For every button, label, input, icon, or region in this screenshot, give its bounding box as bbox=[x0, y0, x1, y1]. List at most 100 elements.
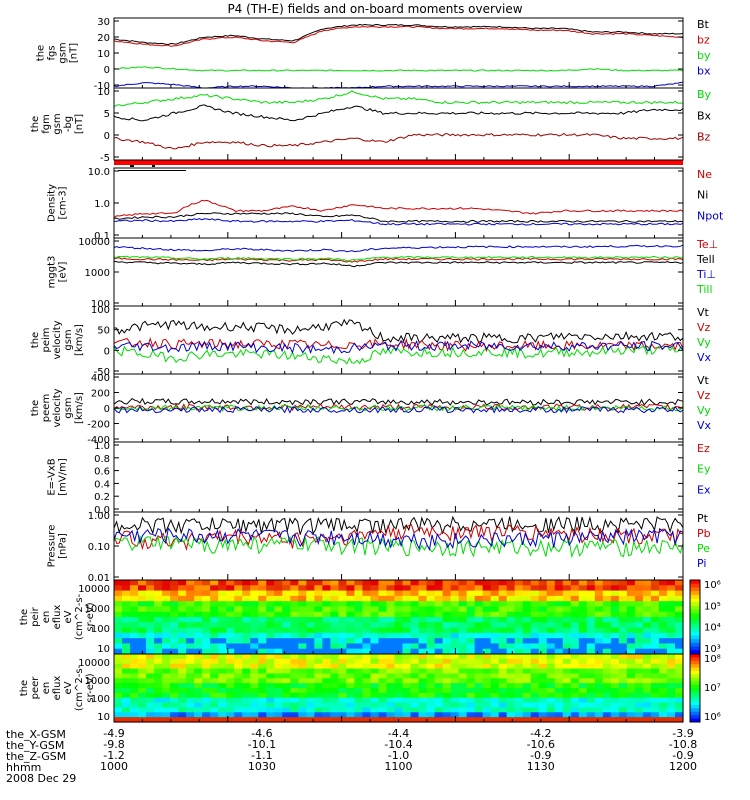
heat-cell bbox=[570, 688, 580, 694]
x-axis-value: -4.9 bbox=[103, 727, 124, 740]
heat-cell bbox=[242, 601, 251, 608]
heat-cell bbox=[186, 673, 195, 679]
heat-cell bbox=[506, 590, 516, 597]
colorbar-tick-label: 10⁷ bbox=[704, 683, 721, 694]
heat-cell bbox=[458, 632, 468, 639]
heat-cell bbox=[250, 617, 259, 623]
heat-cell bbox=[618, 688, 628, 694]
heat-cell bbox=[322, 632, 331, 639]
heat-cell bbox=[346, 590, 356, 597]
heat-cell bbox=[202, 697, 211, 704]
heat-cell bbox=[618, 595, 628, 602]
heat-cell bbox=[362, 638, 372, 645]
heat-cell bbox=[210, 707, 219, 713]
heat-cell bbox=[178, 702, 187, 709]
y-axis-label: mggt3[eV] bbox=[47, 256, 69, 289]
heat-cell bbox=[130, 688, 139, 694]
heat-cell bbox=[314, 648, 323, 655]
heat-cell bbox=[458, 712, 468, 718]
heat-cell bbox=[242, 702, 251, 709]
heat-cell bbox=[162, 638, 171, 645]
heat-cell bbox=[146, 622, 155, 629]
heat-cell bbox=[250, 627, 259, 634]
heat-cell bbox=[474, 632, 484, 639]
heat-cell bbox=[226, 622, 235, 629]
heat-cell bbox=[498, 648, 508, 655]
heat-cell bbox=[170, 632, 179, 639]
heat-cell bbox=[426, 663, 436, 670]
heat-cell bbox=[522, 590, 532, 597]
heat-cell bbox=[498, 632, 508, 639]
heat-cell bbox=[354, 678, 364, 684]
heat-cell bbox=[426, 611, 436, 618]
x-axis-value: -10.1 bbox=[248, 738, 276, 751]
heat-cell bbox=[450, 697, 460, 704]
colorbar-cell bbox=[690, 660, 700, 665]
heat-cell bbox=[274, 707, 283, 713]
heat-cell bbox=[418, 663, 428, 670]
heat-cell bbox=[290, 668, 299, 675]
heat-cell bbox=[218, 611, 227, 618]
heat-cell bbox=[162, 643, 171, 650]
heat-cell bbox=[642, 683, 652, 689]
heat-cell bbox=[482, 648, 492, 655]
x-axis-value: 1200 bbox=[669, 760, 697, 773]
heat-cell bbox=[138, 580, 147, 586]
heat-cell bbox=[410, 617, 420, 623]
heat-cell bbox=[634, 707, 644, 713]
heat-cell bbox=[306, 595, 315, 602]
heat-cell bbox=[498, 622, 508, 629]
heat-cell bbox=[154, 688, 163, 694]
heat-cell bbox=[370, 668, 380, 675]
series-line-pe bbox=[113, 534, 684, 559]
heat-cell bbox=[490, 590, 500, 597]
heat-cell bbox=[138, 622, 147, 629]
heat-cell bbox=[634, 658, 644, 665]
heat-cell bbox=[482, 643, 492, 650]
heat-cell bbox=[218, 580, 227, 586]
heat-cell bbox=[474, 658, 484, 665]
heat-cell bbox=[330, 638, 339, 645]
heat-cell bbox=[626, 643, 636, 650]
heat-cell bbox=[650, 643, 660, 650]
heat-cell bbox=[562, 663, 572, 670]
heat-cell bbox=[626, 632, 636, 639]
heat-cell bbox=[194, 697, 203, 704]
heat-cell bbox=[322, 673, 331, 679]
heat-cell bbox=[170, 611, 179, 618]
heat-cell bbox=[490, 712, 500, 718]
heat-cell bbox=[362, 622, 372, 629]
heat-cell bbox=[170, 663, 179, 670]
heat-cell bbox=[130, 707, 139, 713]
heat-cell bbox=[162, 580, 171, 586]
heat-cell bbox=[362, 678, 372, 684]
legend-bt: Bt bbox=[697, 18, 710, 31]
heat-cell bbox=[530, 668, 540, 675]
heat-cell bbox=[530, 590, 540, 597]
heat-cell bbox=[386, 601, 396, 608]
heat-cell bbox=[538, 611, 548, 618]
heat-cell bbox=[602, 627, 612, 634]
heat-cell bbox=[170, 712, 179, 718]
heat-cell bbox=[546, 617, 556, 623]
heat-cell bbox=[522, 707, 532, 713]
heat-cell bbox=[498, 702, 508, 709]
heat-cell bbox=[362, 585, 372, 592]
heat-cell bbox=[674, 580, 684, 586]
heat-cell bbox=[562, 658, 572, 665]
heat-cell bbox=[282, 595, 291, 602]
heat-cell bbox=[450, 601, 460, 608]
heat-cell bbox=[418, 678, 428, 684]
heat-cell bbox=[330, 601, 339, 608]
heat-cell bbox=[234, 606, 243, 613]
heat-cell bbox=[554, 627, 564, 634]
heat-cell bbox=[122, 595, 131, 602]
colorbar-cell bbox=[690, 677, 700, 682]
heat-cell bbox=[434, 702, 444, 709]
heat-cell bbox=[530, 585, 540, 592]
heat-cell bbox=[570, 712, 580, 718]
heat-cell bbox=[626, 627, 636, 634]
heat-cell bbox=[218, 590, 227, 597]
heat-cell bbox=[194, 688, 203, 694]
heat-cell bbox=[298, 702, 307, 709]
